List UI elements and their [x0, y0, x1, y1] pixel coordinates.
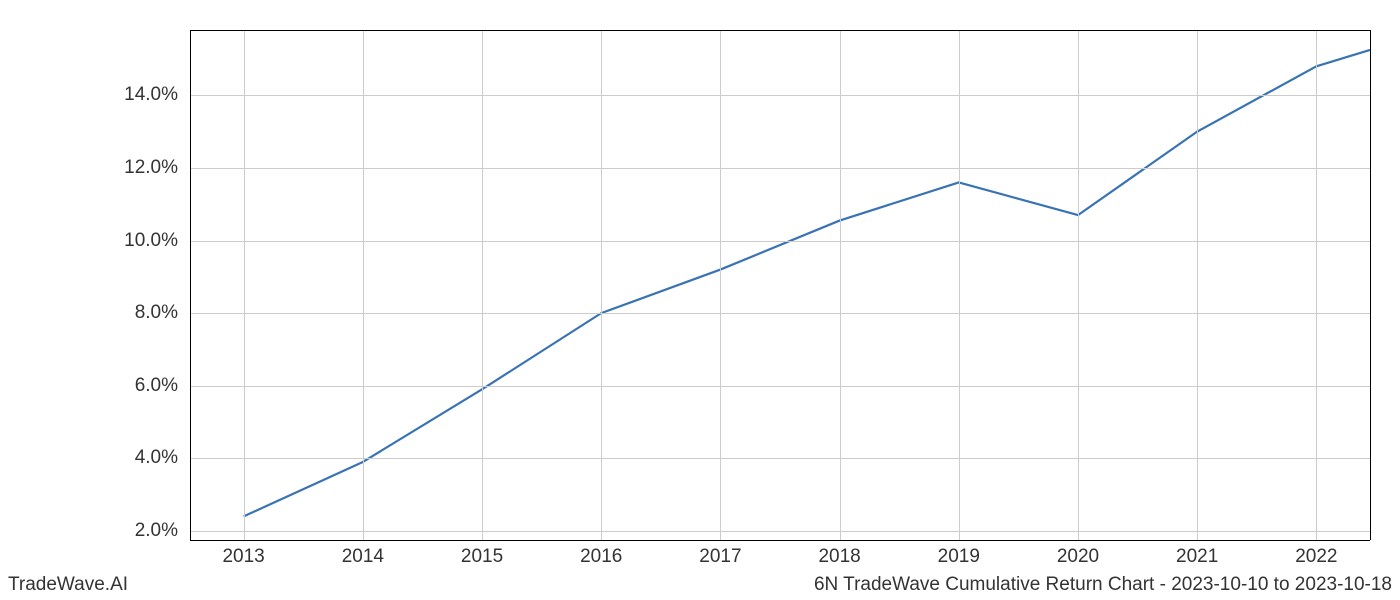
- x-tick-label: 2013: [222, 546, 264, 568]
- gridline-vertical: [244, 30, 245, 540]
- series-line: [244, 50, 1370, 516]
- line-series: [190, 30, 1370, 540]
- axis-spine-bottom: [190, 540, 1370, 541]
- gridline-vertical: [720, 30, 721, 540]
- x-tick-label: 2017: [699, 546, 741, 568]
- gridline-vertical: [1078, 30, 1079, 540]
- gridline-vertical: [482, 30, 483, 540]
- gridline-horizontal: [190, 386, 1370, 387]
- y-tick-label: 10.0%: [124, 230, 178, 252]
- gridline-horizontal: [190, 313, 1370, 314]
- y-tick-label: 8.0%: [135, 302, 178, 324]
- y-tick-label: 4.0%: [135, 447, 178, 469]
- x-tick-label: 2021: [1176, 546, 1218, 568]
- gridline-horizontal: [190, 168, 1370, 169]
- x-tick-label: 2020: [1057, 546, 1099, 568]
- y-tick-label: 12.0%: [124, 157, 178, 179]
- gridline-vertical: [601, 30, 602, 540]
- gridline-horizontal: [190, 95, 1370, 96]
- axis-spine-right: [1370, 30, 1371, 540]
- gridline-vertical: [1197, 30, 1198, 540]
- gridline-vertical: [1316, 30, 1317, 540]
- x-tick-label: 2015: [461, 546, 503, 568]
- gridline-vertical: [959, 30, 960, 540]
- chart-container: TradeWave.AI 6N TradeWave Cumulative Ret…: [0, 0, 1400, 600]
- plot-area: [190, 30, 1370, 540]
- x-tick-label: 2022: [1295, 546, 1337, 568]
- gridline-horizontal: [190, 531, 1370, 532]
- axis-spine-top: [190, 30, 1370, 31]
- gridline-horizontal: [190, 458, 1370, 459]
- x-tick-label: 2018: [818, 546, 860, 568]
- gridline-horizontal: [190, 241, 1370, 242]
- gridline-vertical: [840, 30, 841, 540]
- y-tick-label: 14.0%: [124, 84, 178, 106]
- gridline-vertical: [363, 30, 364, 540]
- footer-right-label: 6N TradeWave Cumulative Return Chart - 2…: [814, 574, 1392, 596]
- y-tick-label: 6.0%: [135, 375, 178, 397]
- x-tick-label: 2019: [938, 546, 980, 568]
- axis-spine-left: [190, 30, 191, 540]
- x-tick-label: 2016: [580, 546, 622, 568]
- footer-left-label: TradeWave.AI: [8, 574, 128, 596]
- y-tick-label: 2.0%: [135, 520, 178, 542]
- x-tick-label: 2014: [342, 546, 384, 568]
